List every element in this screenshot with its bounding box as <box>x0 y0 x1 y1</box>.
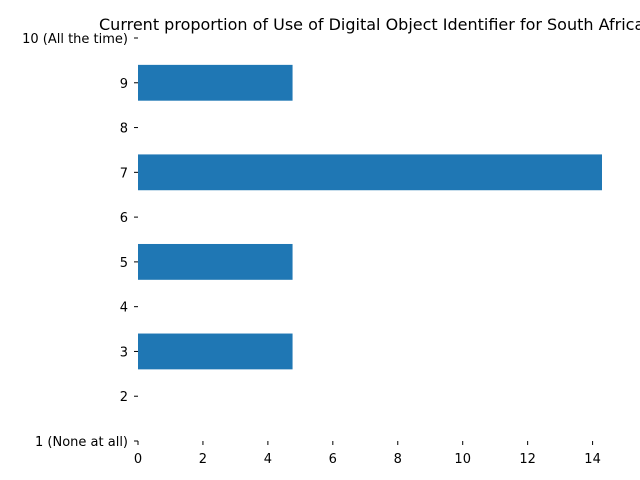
y-tick-label: 1 (None at all) <box>35 435 128 450</box>
y-tick-label: 3 <box>120 345 128 360</box>
y-tick-label: 2 <box>120 390 128 405</box>
x-axis: 0 2 4 6 8 10 12 14 <box>134 441 601 467</box>
chart-title: Current proportion of Use of Digital Obj… <box>99 15 640 34</box>
y-tick-label: 8 <box>120 122 128 137</box>
y-tick-label: 10 (All the time) <box>22 32 128 47</box>
x-tick-label: 0 <box>134 452 142 467</box>
y-tick-label: 4 <box>120 301 128 316</box>
bar-9 <box>138 64 293 101</box>
bar-3 <box>138 333 293 370</box>
x-tick-label: 14 <box>584 452 601 467</box>
x-tick-label: 12 <box>519 452 536 467</box>
bars-layer <box>138 64 602 370</box>
y-tick-label: 6 <box>120 211 128 226</box>
y-tick-label: 7 <box>120 166 128 181</box>
y-tick-label: 5 <box>120 256 128 271</box>
x-tick-label: 2 <box>199 452 207 467</box>
y-axis: 1 (None at all) 2 3 4 5 6 7 8 9 10 (All the time) <box>22 32 138 450</box>
x-tick-label: 10 <box>454 452 471 467</box>
bar-7 <box>138 154 602 191</box>
x-tick-label: 6 <box>329 452 337 467</box>
bar-5 <box>138 243 293 280</box>
x-tick-label: 8 <box>394 452 402 467</box>
y-tick-label: 9 <box>120 77 128 92</box>
x-tick-label: 4 <box>264 452 272 467</box>
